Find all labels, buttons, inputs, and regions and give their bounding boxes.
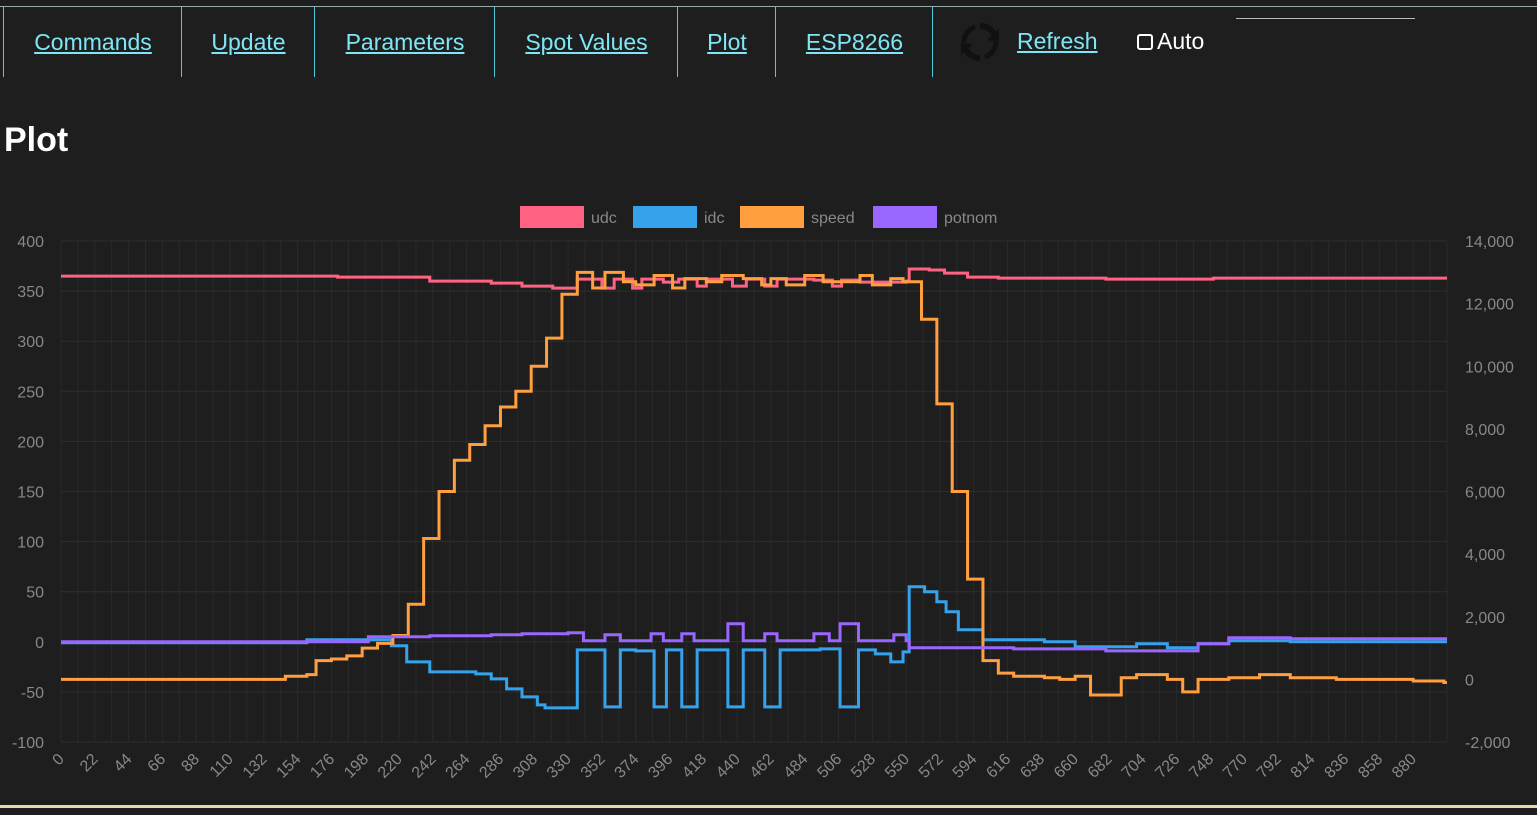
legend-label-idc: idc xyxy=(704,210,724,227)
x-tick-label: 660 xyxy=(1051,751,1082,782)
x-tick-label: 704 xyxy=(1119,751,1150,782)
x-tick-label: 88 xyxy=(178,751,203,776)
x-tick-label: 616 xyxy=(983,751,1014,782)
x-tick-label: 528 xyxy=(848,751,879,782)
x-tick-label: 418 xyxy=(679,751,710,782)
legend-swatch-idc xyxy=(633,206,697,228)
x-tick-label: 880 xyxy=(1389,751,1420,782)
y-left-tick-label: 250 xyxy=(17,384,44,401)
x-tick-label: 220 xyxy=(375,751,406,782)
main-nav: Commands Update Parameters Spot Values P… xyxy=(0,7,940,77)
x-tick-label: 836 xyxy=(1322,751,1353,782)
auto-checkbox[interactable] xyxy=(1137,33,1153,50)
x-tick-label: 308 xyxy=(510,751,541,782)
y-left-tick-label: 150 xyxy=(17,485,44,502)
nav-item-esp8266: ESP8266 xyxy=(775,7,933,77)
x-tick-label: 176 xyxy=(307,751,338,782)
legend-label-speed: speed xyxy=(811,210,855,227)
nav-item-update: Update xyxy=(181,7,315,77)
x-tick-label: 748 xyxy=(1186,751,1217,782)
x-tick-label: 770 xyxy=(1220,751,1251,782)
y-right-tick-label: 2,000 xyxy=(1465,610,1505,627)
legend-label-udc: udc xyxy=(591,210,617,227)
y-right-tick-label: 0 xyxy=(1465,672,1474,689)
x-tick-label: 572 xyxy=(916,751,947,782)
y-left-tick-label: 400 xyxy=(17,234,44,251)
x-tick-label: 110 xyxy=(207,751,237,781)
nav-item-commands: Commands xyxy=(3,7,182,77)
nav-link-parameters[interactable]: Parameters xyxy=(345,28,465,55)
x-tick-label: 440 xyxy=(713,751,744,782)
bottom-border xyxy=(0,805,1537,808)
page-title: Plot xyxy=(4,121,69,159)
x-tick-label: 22 xyxy=(77,751,102,776)
y-left-tick-label: 100 xyxy=(17,535,44,552)
legend-swatch-speed xyxy=(740,206,804,228)
x-tick-label: 132 xyxy=(240,751,271,782)
refresh-icon[interactable] xyxy=(957,20,1003,64)
nav-link-plot[interactable]: Plot xyxy=(707,28,747,55)
x-tick-label: 638 xyxy=(1017,751,1048,782)
refresh-link[interactable]: Refresh xyxy=(1017,28,1098,54)
x-tick-label: 330 xyxy=(544,751,575,782)
y-right-tick-label: -2,000 xyxy=(1465,735,1510,752)
x-tick-label: 792 xyxy=(1254,751,1285,782)
auto-toggle[interactable]: Auto xyxy=(1137,28,1204,55)
series-line-potnom xyxy=(61,622,1447,653)
nav-item-parameters: Parameters xyxy=(314,7,495,77)
y-left-tick-label: 50 xyxy=(26,585,44,602)
x-tick-label: 726 xyxy=(1152,751,1183,782)
nav-item-plot: Plot xyxy=(677,7,776,77)
plot-chart: -100 -50 0 50 100 150 200 250 300 350 400 -2,000 0 2,… xyxy=(12,206,1514,782)
auto-label: Auto xyxy=(1157,28,1205,54)
y-left-tick-label: 200 xyxy=(17,434,44,451)
y-left-tick-label: -100 xyxy=(12,735,44,752)
x-tick-label: 858 xyxy=(1355,751,1386,782)
y-right-tick-label: 12,000 xyxy=(1465,297,1514,314)
nav-link-update[interactable]: Update xyxy=(211,28,286,55)
x-tick-label: 374 xyxy=(612,751,643,782)
y-right-tick-label: 10,000 xyxy=(1465,359,1514,376)
x-tick-label: 198 xyxy=(341,751,372,782)
x-tick-label: 396 xyxy=(645,751,676,782)
x-tick-label: 506 xyxy=(814,751,845,782)
legend-swatch-udc xyxy=(520,206,584,228)
y-left-tick-label: 350 xyxy=(17,284,44,301)
nav-link-spot-values[interactable]: Spot Values xyxy=(525,28,648,55)
nav-divider xyxy=(932,7,933,77)
x-tick-label: 682 xyxy=(1085,751,1116,782)
x-tick-label: 242 xyxy=(409,751,440,782)
y-right-tick-label: 6,000 xyxy=(1465,485,1505,502)
x-tick-label: 286 xyxy=(476,751,507,782)
x-tick-label: 264 xyxy=(443,751,474,782)
top-border xyxy=(0,6,1537,7)
x-tick-label: 594 xyxy=(950,751,981,782)
x-tick-label: 550 xyxy=(882,751,913,782)
y-left-tick-label: 300 xyxy=(17,334,44,351)
x-tick-label: 66 xyxy=(145,751,170,776)
x-tick-label: 484 xyxy=(781,751,812,782)
x-tick-label: 0 xyxy=(50,751,68,769)
x-tick-label: 154 xyxy=(274,751,305,782)
auto-field-line xyxy=(1236,18,1415,19)
nav-item-spot-values: Spot Values xyxy=(494,7,678,77)
x-tick-label: 352 xyxy=(578,751,609,782)
nav-link-commands[interactable]: Commands xyxy=(34,28,152,55)
y-left-tick-label: 0 xyxy=(35,635,44,652)
legend-label-potnom: potnom xyxy=(944,210,997,227)
y-right-tick-label: 14,000 xyxy=(1465,234,1514,251)
series-line-speed xyxy=(61,270,1447,697)
y-right-tick-label: 8,000 xyxy=(1465,422,1505,439)
legend-swatch-potnom xyxy=(873,206,937,228)
y-right-tick-label: 4,000 xyxy=(1465,547,1505,564)
nav-link-esp8266[interactable]: ESP8266 xyxy=(805,28,904,55)
y-left-tick-label: -50 xyxy=(21,685,44,702)
x-tick-label: 44 xyxy=(111,751,136,776)
x-tick-label: 814 xyxy=(1288,751,1319,782)
x-tick-label: 462 xyxy=(747,751,778,782)
